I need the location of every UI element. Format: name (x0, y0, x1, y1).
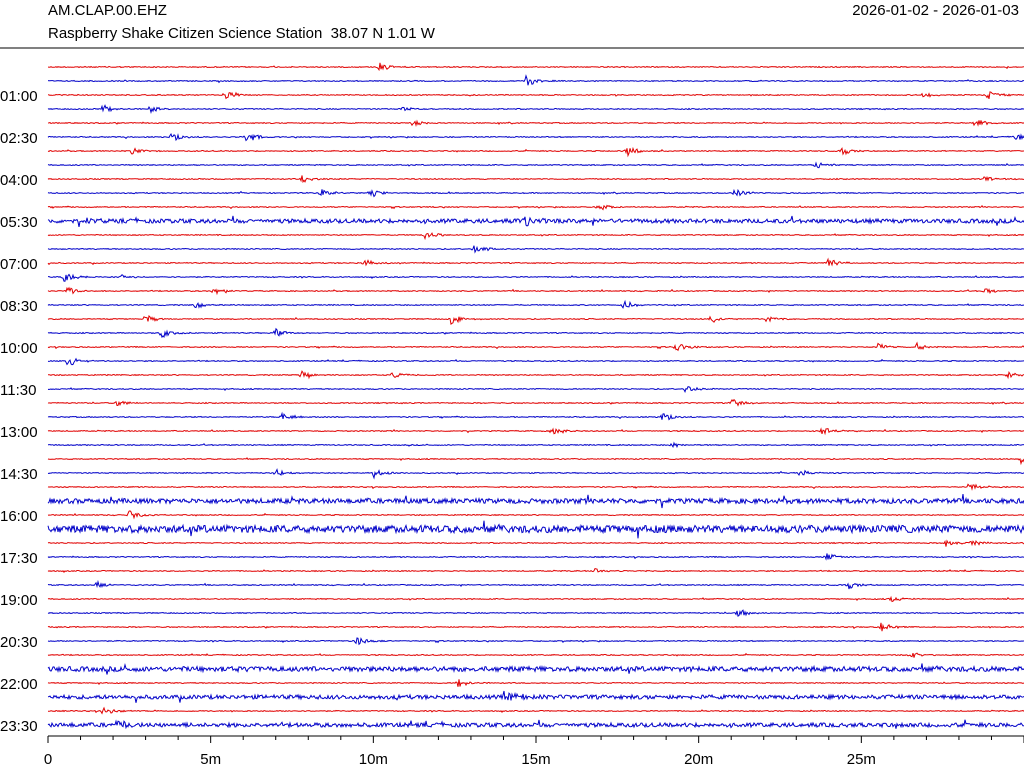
trace-row-2 (47, 91, 1024, 100)
trace-row-6 (47, 146, 1024, 158)
x-tick-label: 20m (684, 751, 713, 768)
trace-row-40 (47, 622, 1024, 632)
trace-row-14 (47, 257, 1024, 267)
trace-row-5 (47, 133, 1024, 142)
trace-row-44 (47, 679, 1024, 687)
trace-row-12 (47, 232, 1024, 241)
trace-row-0 (48, 62, 1024, 72)
trace-row-42 (47, 652, 1024, 658)
time-label: 11:30 (0, 382, 36, 399)
trace-row-33 (47, 520, 1024, 539)
time-label: 08:30 (0, 298, 38, 315)
time-labels: 01:00 02:30 04:00 05:30 07:00 08:30 10:00 11:30… (0, 88, 38, 735)
trace-row-41 (47, 637, 1024, 646)
time-label: 13:00 (0, 424, 38, 441)
trace-row-26 (47, 427, 1024, 436)
trace-row-17 (47, 299, 1024, 309)
x-axis: 0 5m 10m 15m 20m 25m (44, 735, 1024, 768)
station-code: AM.CLAP.00.EHZ (48, 2, 167, 19)
time-label: 07:00 (0, 256, 38, 273)
trace-row-30 (47, 483, 1024, 491)
time-label: 02:30 (0, 130, 38, 147)
trace-row-25 (47, 411, 1024, 421)
time-label: 01:00 (0, 88, 38, 105)
time-label: 23:30 (0, 718, 38, 735)
x-tick-label: 5m (200, 751, 221, 768)
trace-row-21 (47, 357, 1024, 366)
trace-row-18 (47, 315, 1024, 326)
time-label: 05:30 (0, 214, 38, 231)
time-label: 22:00 (0, 676, 38, 693)
time-label: 10:00 (0, 340, 38, 357)
trace-row-43 (47, 663, 1024, 675)
trace-row-46 (48, 706, 1024, 715)
trace-row-16 (47, 286, 1024, 296)
trace-row-13 (47, 245, 1024, 254)
trace-row-7 (47, 161, 1024, 169)
station-description: Raspberry Shake Citizen Science Station … (48, 25, 435, 42)
trace-row-22 (48, 370, 1024, 380)
time-label: 17:30 (0, 550, 38, 567)
trace-row-47 (47, 719, 1024, 730)
trace-row-4 (47, 119, 1024, 128)
trace-row-36 (47, 567, 1024, 574)
trace-row-39 (47, 609, 1024, 617)
trace-row-27 (48, 441, 1024, 449)
trace-row-35 (47, 553, 1024, 561)
trace-row-29 (47, 468, 1024, 480)
x-tick-label: 0 (44, 751, 52, 768)
trace-row-3 (47, 104, 1024, 114)
x-tick-label: 15m (521, 751, 550, 768)
time-label: 16:00 (0, 508, 38, 525)
trace-row-10 (47, 204, 1024, 211)
trace-row-19 (47, 327, 1024, 339)
x-tick-label: 10m (359, 751, 388, 768)
trace-row-38 (47, 595, 1024, 603)
trace-row-23 (47, 386, 1024, 393)
trace-row-15 (48, 273, 1024, 282)
trace-row-37 (47, 579, 1024, 590)
trace-row-31 (47, 494, 1024, 509)
x-tick-label: 25m (847, 751, 876, 768)
time-label: 14:30 (0, 466, 38, 483)
time-label: 19:00 (0, 592, 38, 609)
trace-row-9 (47, 188, 1024, 198)
trace-rows (47, 62, 1024, 730)
trace-row-32 (47, 510, 1024, 520)
trace-row-34 (47, 539, 1024, 547)
trace-row-45 (47, 690, 1024, 703)
date-range: 2026-01-02 - 2026-01-03 (852, 2, 1019, 19)
trace-row-8 (47, 175, 1024, 184)
trace-row-1 (47, 74, 1024, 86)
trace-row-28 (47, 457, 1024, 466)
trace-row-20 (47, 341, 1024, 352)
trace-row-11 (47, 215, 1024, 227)
time-label: 20:30 (0, 634, 38, 651)
time-label: 04:00 (0, 172, 38, 189)
trace-row-24 (47, 398, 1024, 407)
